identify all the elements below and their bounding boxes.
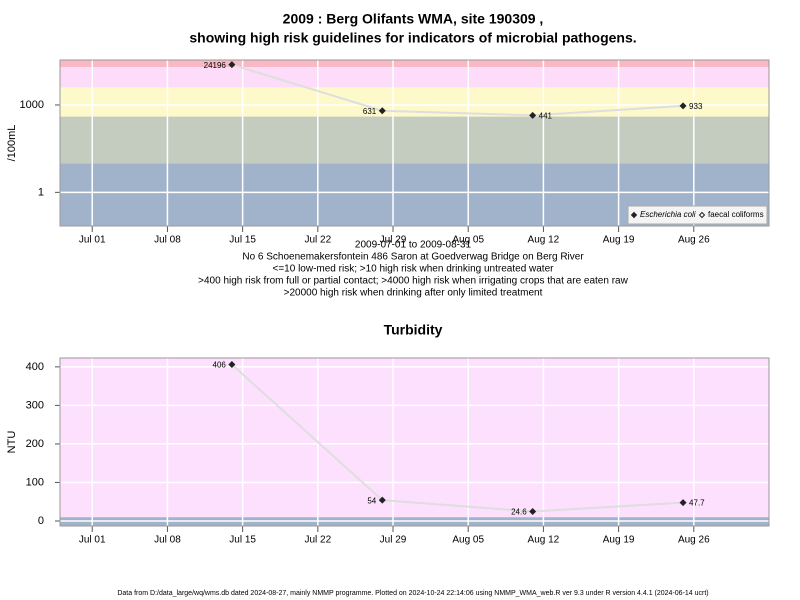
risk-band bbox=[60, 60, 769, 68]
data-point bbox=[529, 111, 537, 119]
data-point bbox=[228, 361, 236, 369]
value-label: 406 bbox=[213, 361, 227, 370]
data-point bbox=[378, 107, 386, 115]
risk-band bbox=[60, 358, 769, 518]
x-tick-label: Jul 15 bbox=[229, 235, 256, 246]
value-label: 933 bbox=[689, 102, 703, 111]
legend: Escherichia coli faecal coliforms bbox=[627, 205, 768, 225]
y-tick-label: 100 bbox=[26, 476, 44, 488]
data-point bbox=[228, 61, 236, 69]
x-tick-label: Jul 01 bbox=[79, 535, 106, 546]
series-line bbox=[231, 63, 684, 117]
note: >20000 high risk when drinking after onl… bbox=[284, 288, 543, 299]
y-axis-label: /100mL bbox=[6, 125, 18, 162]
legend-box bbox=[627, 205, 768, 225]
risk-band bbox=[60, 116, 769, 164]
legend-label: faecal coliforms bbox=[708, 210, 764, 219]
data-point bbox=[679, 102, 687, 110]
y-tick-label: 1 bbox=[38, 186, 44, 198]
note: No 6 Schoenemakersfontein 486 Saron at G… bbox=[242, 252, 584, 263]
x-tick-label: Aug 05 bbox=[452, 235, 484, 246]
y-tick-label: 0 bbox=[38, 515, 44, 527]
note: 2009-07-01 to 2009-08-31 bbox=[355, 240, 472, 251]
chart-title: 2009 : Berg Olifants WMA, site 190309 , bbox=[283, 11, 544, 27]
x-tick-label: Aug 05 bbox=[452, 535, 484, 546]
x-tick-label: Aug 26 bbox=[678, 535, 710, 546]
x-tick-label: Jul 15 bbox=[229, 535, 256, 546]
value-label: 24196 bbox=[204, 61, 227, 70]
x-tick-label: Jul 08 bbox=[154, 535, 181, 546]
y-tick-label: 300 bbox=[26, 399, 44, 411]
series-line bbox=[231, 363, 684, 513]
x-tick-label: Jul 29 bbox=[380, 535, 407, 546]
x-tick-label: Aug 12 bbox=[528, 235, 560, 246]
x-tick-label: Jul 22 bbox=[304, 535, 331, 546]
x-tick-label: Jul 08 bbox=[154, 235, 181, 246]
data-point bbox=[679, 499, 687, 507]
y-tick-label: 200 bbox=[26, 438, 44, 450]
x-tick-label: Aug 26 bbox=[678, 235, 710, 246]
x-tick-label: Aug 19 bbox=[603, 235, 635, 246]
y-tick-label: 400 bbox=[26, 361, 44, 373]
footer: Data from D:/data_large/wq/wms.db dated … bbox=[117, 590, 708, 597]
value-label: 441 bbox=[539, 111, 553, 120]
value-label: 631 bbox=[363, 107, 377, 116]
legend-symbol bbox=[630, 211, 638, 219]
value-label: 54 bbox=[367, 496, 376, 505]
note: <=10 low-med risk; >10 high risk when dr… bbox=[273, 264, 555, 275]
chart-title: showing high risk guidelines for indicat… bbox=[189, 30, 636, 46]
data-point bbox=[529, 508, 537, 516]
x-tick-label: Jul 01 bbox=[79, 235, 106, 246]
data-point bbox=[378, 496, 386, 504]
x-tick-label: Jul 29 bbox=[380, 235, 407, 246]
plot-frame bbox=[59, 59, 770, 227]
plot-frame bbox=[59, 357, 770, 527]
x-tick-label: Aug 12 bbox=[528, 535, 560, 546]
legend-symbol bbox=[698, 211, 706, 219]
chart-title: Turbidity bbox=[384, 322, 443, 338]
value-label: 47.7 bbox=[689, 499, 705, 508]
x-tick-label: Aug 19 bbox=[603, 535, 635, 546]
y-tick-label: 1000 bbox=[20, 99, 44, 111]
y-axis-label: NTU bbox=[6, 431, 18, 454]
risk-band bbox=[60, 67, 769, 88]
note: >400 high risk from full or partial cont… bbox=[198, 276, 628, 287]
x-tick-label: Jul 22 bbox=[304, 235, 331, 246]
value-label: 24.6 bbox=[511, 508, 527, 517]
legend-label: Escherichia coli bbox=[640, 210, 696, 219]
